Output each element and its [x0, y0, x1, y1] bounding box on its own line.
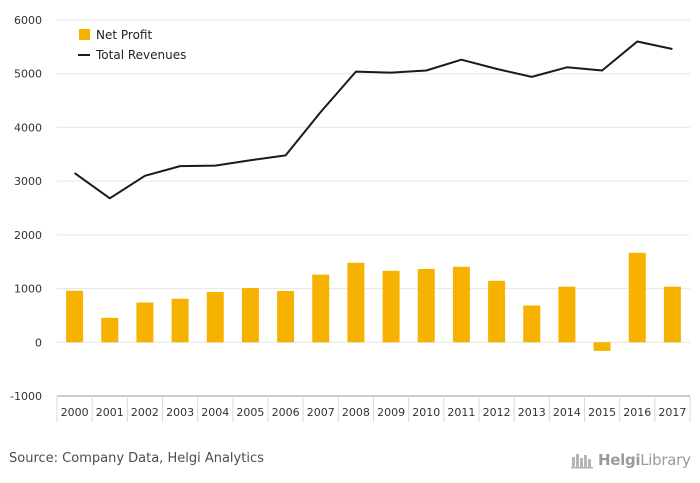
y-tick-label: 1000: [14, 283, 42, 296]
logo-text: HelgiLibrary: [598, 451, 691, 469]
x-tick-label: 2010: [412, 406, 440, 419]
y-tick-label: 3000: [14, 175, 42, 188]
net-profit-bar: [206, 292, 224, 343]
x-tick-label: 2011: [447, 406, 475, 419]
logo-text-library: Library: [640, 451, 691, 469]
x-tick-label: 2012: [483, 406, 511, 419]
x-tick-label: 2002: [131, 406, 159, 419]
legend-swatch-net-profit: [79, 29, 90, 40]
x-tick-label: 2013: [518, 406, 546, 419]
x-tick-label: 2000: [61, 406, 89, 419]
source-note: Source: Company Data, Helgi Analytics: [9, 451, 264, 466]
y-tick-label: 5000: [14, 68, 42, 81]
y-axis-labels: -1000 0 1000 2000 3000 4000 5000 6000: [10, 14, 42, 403]
total-revenues-line-group: [74, 40, 673, 200]
net-profit-bar: [101, 317, 119, 343]
x-tick-label: 2015: [588, 406, 616, 419]
net-profit-bar: [171, 298, 189, 343]
grid-lines: [57, 19, 690, 397]
legend: Net Profit Total Revenues: [78, 28, 186, 62]
x-tick-label: 2014: [553, 406, 581, 419]
net-profit-bar: [241, 288, 259, 343]
y-tick-label: 2000: [14, 229, 42, 242]
x-tick-label: 2009: [377, 406, 405, 419]
helgi-library-logo: HelgiLibrary: [571, 449, 691, 471]
net-profit-bars: [66, 252, 681, 351]
net-profit-bar: [488, 280, 506, 343]
net-profit-bar: [663, 286, 681, 343]
net-profit-bar: [66, 290, 84, 343]
net-profit-bar: [417, 268, 435, 343]
x-tick-label: 2003: [166, 406, 194, 419]
net-profit-bar: [593, 342, 611, 351]
x-tick-label: 2008: [342, 406, 370, 419]
net-profit-bar: [628, 252, 646, 343]
net-profit-bar: [277, 290, 295, 343]
x-tick-label: 2017: [658, 406, 686, 419]
net-profit-bar: [312, 274, 330, 343]
y-tick-label: 4000: [14, 121, 42, 134]
total-revenues-line: [74, 40, 673, 200]
x-tick-label: 2005: [236, 406, 264, 419]
net-profit-bar: [347, 262, 365, 343]
legend-label-total-revenues: Total Revenues: [95, 48, 186, 62]
x-tick-label: 2016: [623, 406, 651, 419]
net-profit-bar: [382, 270, 400, 343]
library-books-icon: [571, 454, 593, 469]
x-axis: 2000 2001 2002 2003 2004 2005 2006 2007 2008 2009…: [56, 395, 691, 422]
x-tick-label: 2004: [201, 406, 229, 419]
x-tick-label: 2006: [272, 406, 300, 419]
legend-label-net-profit: Net Profit: [96, 28, 152, 42]
x-tick-label: 2007: [307, 406, 335, 419]
net-profit-bar: [523, 305, 541, 343]
net-profit-bar: [452, 266, 470, 343]
net-profit-bar: [136, 302, 154, 343]
x-tick-label: 2001: [96, 406, 124, 419]
y-tick-label: 0: [35, 336, 42, 349]
y-tick-label: -1000: [10, 390, 42, 403]
net-profit-bar: [558, 286, 576, 343]
logo-text-helgi: Helgi: [598, 451, 641, 469]
y-tick-label: 6000: [14, 14, 42, 27]
